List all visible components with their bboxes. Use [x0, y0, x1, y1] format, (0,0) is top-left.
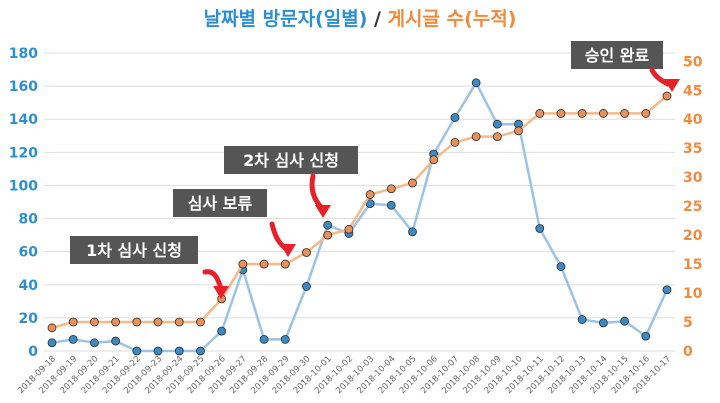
posts-point: [259, 259, 269, 269]
posts-point: [196, 317, 205, 327]
annotation-box: [173, 189, 267, 217]
visitors-point: [68, 335, 78, 344]
y-tick-right: 10: [683, 286, 703, 302]
posts-point: [386, 184, 396, 194]
visitors-point: [577, 315, 587, 324]
visitors-point: [259, 335, 269, 344]
annotation-arrowhead: [213, 286, 229, 299]
posts-point: [132, 317, 142, 327]
visitors-point: [535, 224, 545, 233]
posts-point: [302, 248, 311, 257]
posts-point: [68, 317, 78, 327]
posts-point: [429, 155, 439, 165]
y-tick-left: 80: [19, 212, 39, 228]
visitors-point: [323, 220, 333, 230]
visitors-point: [620, 316, 629, 326]
posts-point: [408, 178, 417, 188]
y-tick-left: 120: [9, 145, 38, 161]
posts-point: [620, 109, 629, 118]
posts-point: [471, 132, 481, 142]
y-tick-right: 15: [683, 257, 702, 273]
visitors-point: [450, 113, 460, 122]
posts-point: [174, 317, 184, 327]
visitors-point: [471, 78, 481, 88]
posts-point: [577, 109, 587, 118]
posts-point: [365, 190, 375, 199]
posts-point: [153, 317, 163, 327]
visitors-point: [302, 282, 311, 291]
y-tick-left: 180: [9, 46, 38, 62]
posts-point: [598, 109, 608, 118]
y-tick-right: 5: [683, 315, 693, 331]
posts-point: [492, 132, 502, 142]
y-tick-left: 40: [19, 278, 39, 294]
annotation-arrowhead: [664, 79, 680, 92]
y-tick-right: 30: [683, 170, 703, 186]
posts-point: [535, 109, 545, 118]
posts-point: [90, 317, 99, 327]
annotation-arrow: [309, 173, 325, 211]
visitors-point: [365, 199, 375, 209]
title-posts: 게시글 수(누적): [387, 8, 517, 30]
y-tick-left: 140: [9, 112, 38, 128]
visitors-point: [641, 331, 651, 341]
posts-point: [514, 126, 523, 136]
posts-point: [47, 323, 57, 333]
visitors-point: [132, 346, 142, 356]
annotation-arrow: [649, 67, 671, 87]
annotation-box: [70, 236, 198, 264]
visitors-point: [662, 285, 672, 295]
annotation-box: [571, 41, 663, 69]
annotation-arrowhead: [315, 205, 331, 218]
y-tick-left: 0: [28, 344, 38, 360]
y-tick-left: 60: [19, 245, 39, 261]
posts-point: [323, 230, 333, 240]
posts-point: [280, 259, 290, 269]
annotation-box: [224, 146, 358, 174]
y-tick-right: 45: [683, 83, 702, 99]
visitors-point: [386, 200, 396, 210]
posts-point: [238, 259, 248, 269]
visitors-point: [153, 346, 163, 356]
y-tick-right: 40: [683, 112, 703, 128]
annotation-label: 심사 보류: [188, 194, 253, 213]
posts-point: [662, 91, 672, 101]
y-tick-right: 0: [683, 344, 693, 360]
y-tick-right: 50: [683, 54, 703, 70]
y-tick-right: 20: [683, 228, 703, 244]
visitors-point: [556, 262, 566, 271]
posts-point: [641, 109, 651, 118]
y-tick-right: 35: [683, 141, 702, 157]
y-tick-right: 25: [683, 199, 702, 215]
visitors-point: [280, 335, 290, 344]
visitors-point: [217, 326, 227, 336]
visitors-point: [408, 227, 417, 237]
y-tick-left: 20: [19, 311, 39, 327]
visitors-point: [90, 338, 99, 348]
posts-point: [111, 317, 121, 327]
y-tick-left: 160: [9, 79, 38, 95]
visitors-point: [492, 119, 502, 129]
posts-line: [51, 95, 668, 330]
annotation-arrowhead: [280, 244, 296, 257]
visitors-point: [111, 336, 121, 346]
visitors-point: [47, 338, 57, 348]
visitors-line: [51, 81, 669, 353]
visitors-point: [196, 346, 205, 356]
title-visitors: 날짜별 방문자(일별): [203, 8, 368, 30]
title-separator: /: [367, 8, 388, 30]
chart-title: 날짜별 방문자(일별) / 게시글 수(누적): [0, 4, 720, 31]
posts-point: [450, 138, 460, 147]
annotation-label: 2차 심사 신청: [243, 151, 339, 170]
visitors-point: [598, 318, 608, 328]
posts-point: [344, 224, 354, 234]
y-tick-left: 100: [9, 178, 38, 194]
posts-point: [556, 109, 566, 118]
visitors-point: [174, 346, 184, 356]
annotation-label: 승인 완료: [585, 46, 650, 65]
annotation-label: 1차 심사 신청: [86, 241, 182, 260]
